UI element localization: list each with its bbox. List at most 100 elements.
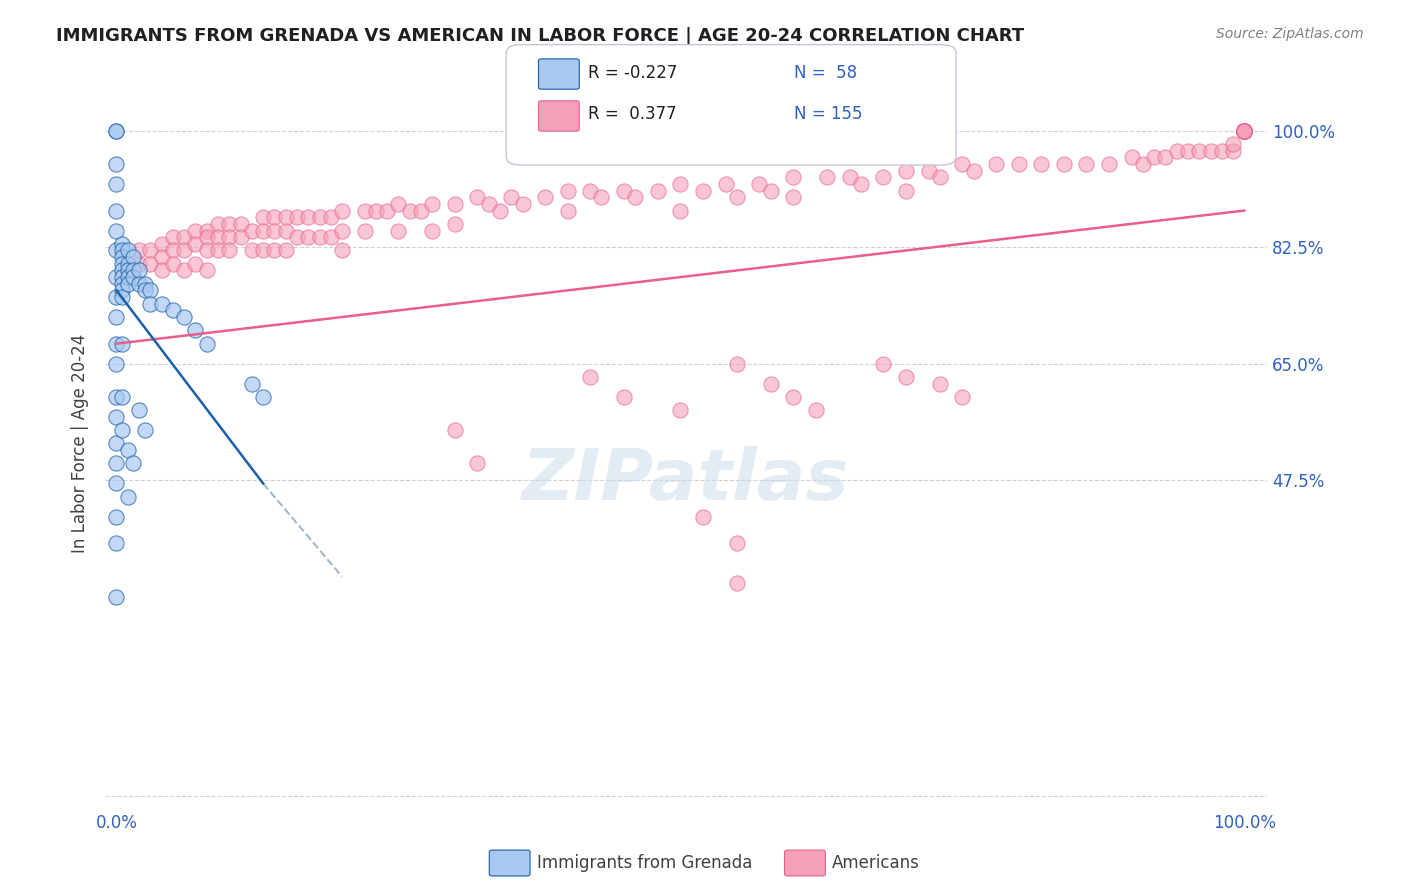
- Point: [557, 184, 579, 198]
- Point: [375, 203, 398, 218]
- Point: [1211, 144, 1233, 158]
- Point: [804, 403, 827, 417]
- Point: [117, 270, 139, 285]
- Point: [195, 336, 218, 351]
- Point: [1233, 124, 1256, 138]
- Point: [1233, 124, 1256, 138]
- Point: [117, 443, 139, 458]
- Point: [330, 223, 353, 237]
- Point: [207, 244, 229, 258]
- Point: [748, 177, 770, 191]
- Point: [111, 284, 134, 298]
- Point: [557, 203, 579, 218]
- Point: [986, 157, 1008, 171]
- Point: [725, 190, 748, 204]
- Point: [849, 177, 872, 191]
- Point: [134, 423, 156, 437]
- Y-axis label: In Labor Force | Age 20-24: In Labor Force | Age 20-24: [72, 334, 89, 553]
- Point: [319, 230, 342, 244]
- Point: [319, 211, 342, 225]
- Point: [105, 270, 128, 285]
- Point: [894, 184, 917, 198]
- Point: [274, 244, 297, 258]
- Point: [122, 270, 145, 285]
- Point: [128, 257, 150, 271]
- Point: [782, 170, 804, 185]
- Point: [1233, 124, 1256, 138]
- Point: [218, 230, 240, 244]
- Point: [128, 263, 150, 277]
- Point: [229, 217, 252, 231]
- Point: [1233, 124, 1256, 138]
- Point: [240, 244, 263, 258]
- Point: [285, 230, 308, 244]
- Text: R =  0.377: R = 0.377: [588, 105, 676, 123]
- Point: [105, 310, 128, 324]
- Point: [240, 223, 263, 237]
- Point: [105, 590, 128, 604]
- Point: [150, 236, 173, 251]
- Text: IMMIGRANTS FROM GRENADA VS AMERICAN IN LABOR FORCE | AGE 20-24 CORRELATION CHART: IMMIGRANTS FROM GRENADA VS AMERICAN IN L…: [56, 27, 1025, 45]
- Point: [274, 211, 297, 225]
- Point: [139, 284, 162, 298]
- Point: [1233, 124, 1256, 138]
- Point: [669, 403, 692, 417]
- Point: [1233, 124, 1256, 138]
- Point: [714, 177, 737, 191]
- Point: [1233, 124, 1256, 138]
- Point: [1233, 124, 1256, 138]
- Point: [1233, 124, 1256, 138]
- Point: [111, 423, 134, 437]
- Point: [105, 409, 128, 424]
- Point: [162, 230, 184, 244]
- Point: [111, 290, 134, 304]
- Point: [444, 423, 467, 437]
- Point: [669, 203, 692, 218]
- Point: [489, 203, 512, 218]
- Point: [534, 190, 557, 204]
- Point: [782, 390, 804, 404]
- Point: [263, 211, 285, 225]
- Point: [195, 263, 218, 277]
- Text: N = 155: N = 155: [794, 105, 863, 123]
- Point: [467, 457, 489, 471]
- Point: [1233, 124, 1256, 138]
- Point: [1233, 124, 1256, 138]
- Point: [308, 230, 330, 244]
- Point: [139, 257, 162, 271]
- Point: [184, 223, 207, 237]
- Point: [1053, 157, 1076, 171]
- Point: [1008, 157, 1031, 171]
- Point: [111, 270, 134, 285]
- Point: [579, 184, 602, 198]
- Point: [122, 250, 145, 264]
- Point: [928, 376, 950, 391]
- Point: [1233, 124, 1256, 138]
- Point: [1222, 136, 1244, 151]
- Point: [467, 190, 489, 204]
- Point: [838, 170, 860, 185]
- Point: [624, 190, 647, 204]
- Point: [725, 576, 748, 591]
- Point: [105, 436, 128, 450]
- Point: [1222, 144, 1244, 158]
- Point: [184, 323, 207, 337]
- Point: [105, 357, 128, 371]
- Point: [591, 190, 613, 204]
- Point: [725, 357, 748, 371]
- Point: [894, 163, 917, 178]
- Point: [444, 197, 467, 211]
- Point: [950, 157, 973, 171]
- Point: [105, 457, 128, 471]
- Point: [105, 157, 128, 171]
- Point: [1233, 124, 1256, 138]
- Point: [420, 223, 443, 237]
- Point: [252, 390, 274, 404]
- Point: [1233, 124, 1256, 138]
- Point: [139, 296, 162, 310]
- Point: [105, 476, 128, 491]
- Point: [207, 217, 229, 231]
- Point: [229, 230, 252, 244]
- Point: [139, 244, 162, 258]
- Point: [150, 296, 173, 310]
